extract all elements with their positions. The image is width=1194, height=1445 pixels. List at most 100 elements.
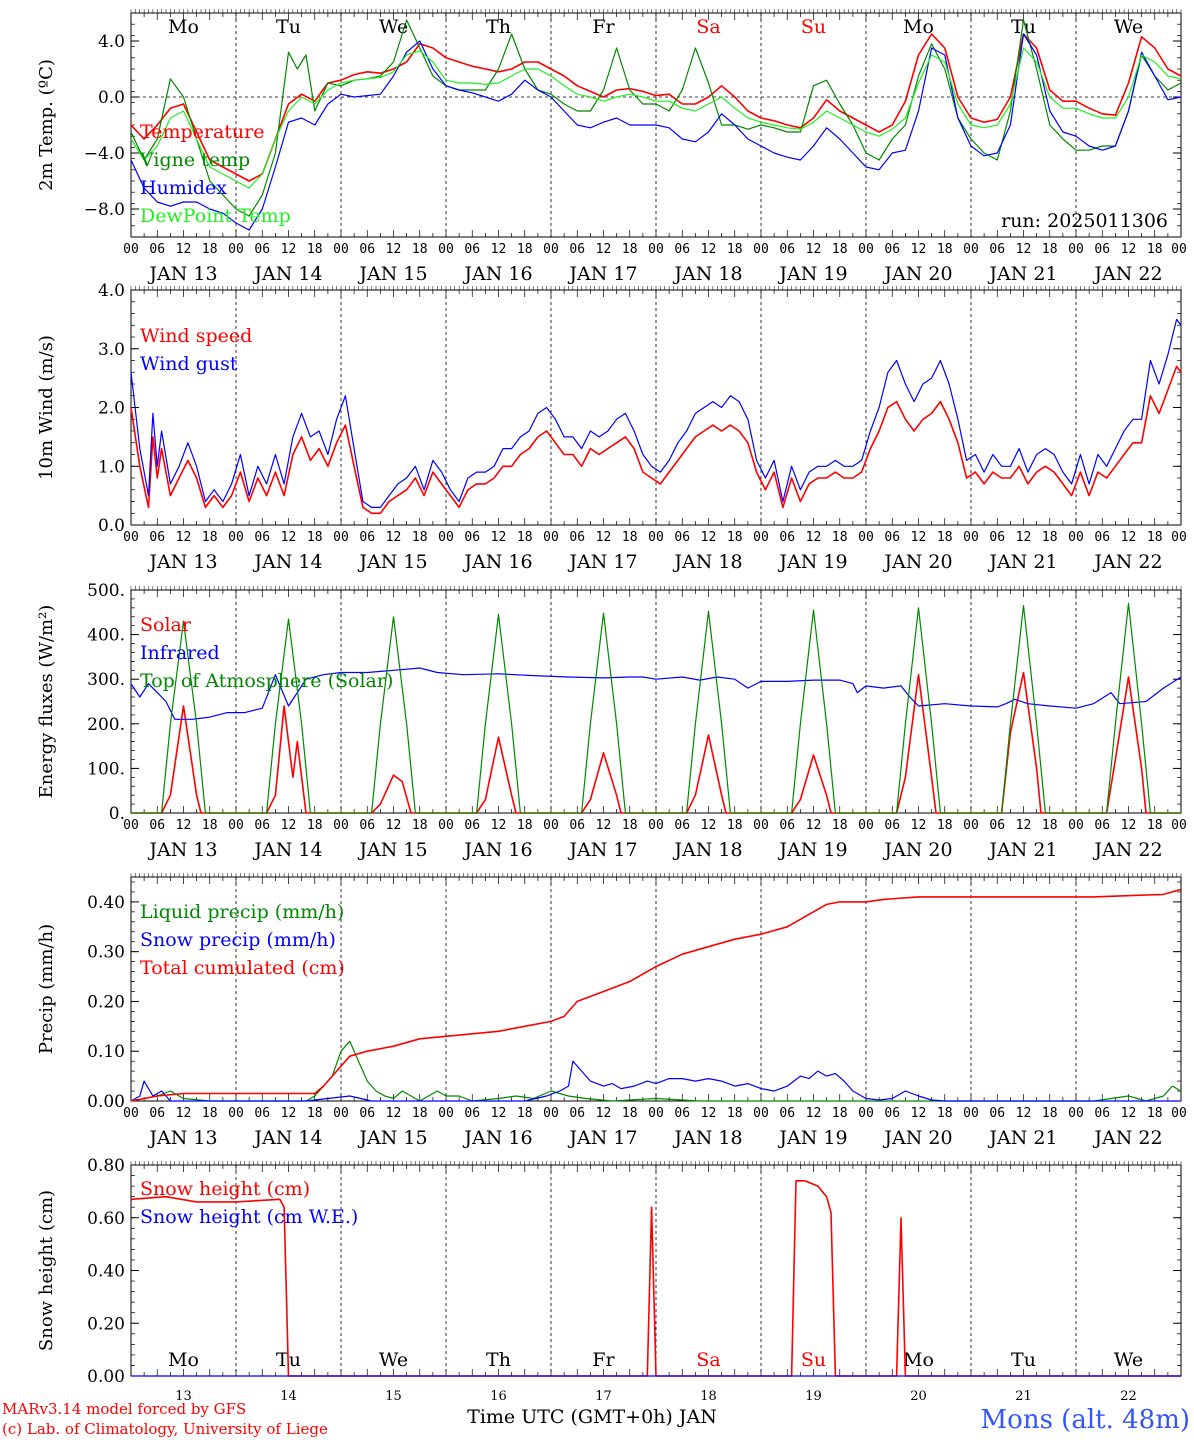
x-hour-label: 00 xyxy=(1171,1106,1187,1121)
x-hour-label: 18 xyxy=(517,530,533,545)
x-hour-label: 12 xyxy=(176,818,192,833)
x-date-label: JAN 20 xyxy=(882,551,952,573)
x-date-label: JAN 16 xyxy=(462,263,532,285)
y-tick-label: 0.0 xyxy=(98,88,125,108)
x-hour-label: 00 xyxy=(123,818,139,833)
x-hour-label: 12 xyxy=(491,242,507,257)
x-hour-label: 06 xyxy=(884,1106,900,1121)
weekday-label: Mo xyxy=(168,1349,199,1371)
x-hour-label: 18 xyxy=(517,818,533,833)
x-hour-label: 12 xyxy=(386,818,402,833)
legend-entry: Top of Atmosphere (Solar) xyxy=(140,670,393,692)
x-hour-label: 00 xyxy=(543,242,559,257)
weekday-label: Th xyxy=(486,16,511,38)
x-hour-label: 00 xyxy=(858,242,874,257)
legend-entry: Temperature xyxy=(140,121,264,143)
x-hour-label: 00 xyxy=(543,530,559,545)
weekday-label: Fr xyxy=(592,1349,615,1371)
x-hour-label: 18 xyxy=(1042,1106,1058,1121)
x-date-label: JAN 15 xyxy=(357,1127,427,1149)
legend-entry: DewPoint Temp xyxy=(140,205,291,227)
x-hour-label: 06 xyxy=(674,1106,690,1121)
x-hour-label: 06 xyxy=(359,530,375,545)
x-date-label: JAN 16 xyxy=(462,1127,532,1149)
x-date-label: JAN 22 xyxy=(1092,551,1162,573)
y-tick-label: −4.0 xyxy=(84,144,125,164)
x-hour-label: 18 xyxy=(202,818,218,833)
series-line xyxy=(130,33,1182,231)
x-date-label: JAN 18 xyxy=(672,263,742,285)
x-hour-label: 00 xyxy=(543,818,559,833)
x-hour-label: 18 xyxy=(832,818,848,833)
x-hour-label: 00 xyxy=(858,1106,874,1121)
x-hour-label: 12 xyxy=(281,242,297,257)
x-day-number: 14 xyxy=(280,1389,297,1404)
x-hour-label: 06 xyxy=(989,530,1005,545)
series-line xyxy=(130,365,1182,515)
x-date-label: JAN 17 xyxy=(567,551,637,573)
x-hour-label: 18 xyxy=(307,1106,323,1121)
x-hour-label: 06 xyxy=(674,242,690,257)
x-hour-label: 06 xyxy=(674,530,690,545)
x-hour-label: 06 xyxy=(149,242,165,257)
x-hour-label: 12 xyxy=(386,1106,402,1121)
x-date-label: JAN 16 xyxy=(462,839,532,861)
y-tick-label: 0.80 xyxy=(87,1156,125,1176)
x-hour-label: 12 xyxy=(911,530,927,545)
x-hour-label: 06 xyxy=(359,818,375,833)
x-hour-label: 12 xyxy=(386,242,402,257)
x-hour-label: 06 xyxy=(464,818,480,833)
x-hour-label: 00 xyxy=(648,818,664,833)
x-hour-label: 18 xyxy=(1147,242,1163,257)
series-line xyxy=(130,47,1182,189)
y-tick-label: 4.0 xyxy=(98,281,125,301)
x-hour-label: 06 xyxy=(569,818,585,833)
series-line xyxy=(130,33,1182,182)
x-hour-label: 18 xyxy=(622,530,638,545)
x-hour-label: 12 xyxy=(806,242,822,257)
y-tick-label: 0.60 xyxy=(87,1209,125,1229)
x-hour-label: 00 xyxy=(438,242,454,257)
x-hour-label: 00 xyxy=(753,530,769,545)
x-date-label: JAN 17 xyxy=(567,1127,637,1149)
y-axis-title: Snow height (cm) xyxy=(36,1190,57,1351)
legend-entry: Snow height (cm W.E.) xyxy=(140,1206,358,1228)
x-day-number: 16 xyxy=(490,1389,507,1404)
x-hour-label: 18 xyxy=(727,818,743,833)
x-hour-label: 12 xyxy=(911,1106,927,1121)
series-line xyxy=(131,602,1181,814)
x-hour-label: 00 xyxy=(438,1106,454,1121)
weekday-label: We xyxy=(1114,16,1143,38)
y-axis-title: Energy fluxes (W/m²) xyxy=(36,605,57,799)
weekday-label: Su xyxy=(801,16,826,38)
series-line xyxy=(130,318,1182,508)
x-date-label: JAN 14 xyxy=(252,551,322,573)
x-hour-label: 06 xyxy=(149,818,165,833)
y-tick-label: 0.30 xyxy=(87,943,125,963)
x-hour-label: 12 xyxy=(491,530,507,545)
x-date-label: JAN 21 xyxy=(987,263,1057,285)
x-hour-label: 18 xyxy=(517,242,533,257)
x-hour-label: 00 xyxy=(1068,530,1084,545)
x-hour-label: 00 xyxy=(963,818,979,833)
x-hour-label: 18 xyxy=(307,818,323,833)
x-hour-label: 00 xyxy=(228,1106,244,1121)
x-date-label: JAN 19 xyxy=(777,839,847,861)
x-date-label: JAN 22 xyxy=(1092,839,1162,861)
y-tick-label: 0.40 xyxy=(87,893,125,913)
x-hour-label: 12 xyxy=(701,818,717,833)
legend-entry: Snow precip (mm/h) xyxy=(140,929,336,951)
y-tick-label: 1.0 xyxy=(98,457,125,477)
x-hour-label: 00 xyxy=(963,530,979,545)
x-date-label: JAN 14 xyxy=(252,839,322,861)
x-hour-label: 18 xyxy=(622,1106,638,1121)
weekday-label: Tu xyxy=(276,16,301,38)
series-line xyxy=(130,667,1182,720)
x-hour-label: 00 xyxy=(123,1106,139,1121)
x-hour-label: 06 xyxy=(254,818,270,833)
x-date-label: JAN 15 xyxy=(357,551,427,573)
x-hour-label: 12 xyxy=(1121,818,1137,833)
legend-entry: Vigne temp xyxy=(139,149,250,171)
